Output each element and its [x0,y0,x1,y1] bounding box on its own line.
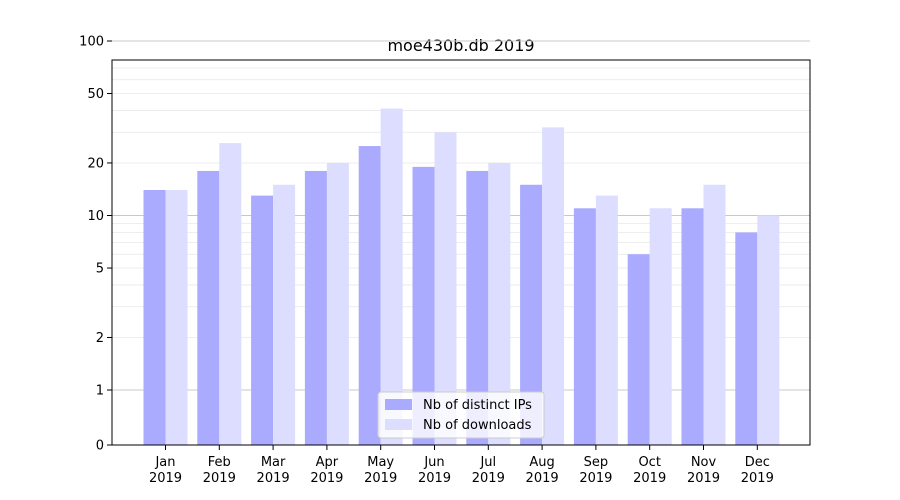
bar [219,143,242,445]
bar [358,146,381,446]
legend-label: Nb of downloads [423,418,532,433]
bar [520,184,543,445]
bar [627,254,650,445]
bar [681,208,704,445]
x-tick-label-month: Jul [479,455,496,470]
y-tick-label: 10 [87,209,104,224]
bar [326,162,349,445]
x-tick-label-year: 2019 [526,471,559,486]
x-tick-label-year: 2019 [203,471,236,486]
legend-swatch [385,419,412,430]
bar [542,127,565,446]
bar [273,184,296,445]
x-tick-label-month: Feb [208,455,231,470]
legend-swatch [385,399,412,410]
x-tick-label-month: May [367,455,394,470]
bar [466,170,489,445]
y-tick-label: 1 [96,384,104,399]
bar [735,232,758,445]
x-tick-label-month: Apr [316,455,339,470]
x-tick-label-year: 2019 [364,471,397,486]
x-tick-label-month: Jan [154,455,175,470]
y-tick-label: 0 [96,439,104,454]
x-tick-label-year: 2019 [310,471,343,486]
bar [380,108,403,445]
bar [251,195,274,445]
legend-box [377,391,545,439]
x-tick-label-month: Jun [423,455,444,470]
x-tick-label-year: 2019 [687,471,720,486]
x-tick-label-year: 2019 [579,471,612,486]
bar [595,195,618,445]
x-tick-label-month: Aug [529,455,554,470]
x-tick-label-year: 2019 [741,471,774,486]
x-axis: Jan2019Feb2019Mar2019Apr2019May2019Jun20… [149,445,774,486]
x-tick-label-year: 2019 [149,471,182,486]
bar [304,170,327,445]
y-tick-label: 5 [96,262,104,277]
bar [573,208,596,445]
x-tick-label-year: 2019 [633,471,666,486]
x-tick-label-year: 2019 [257,471,290,486]
bars [143,108,780,446]
legend-label: Nb of distinct IPs [423,398,532,413]
plot-frame [111,59,811,446]
x-tick-label-month: Dec [745,455,770,470]
bar [703,184,726,445]
y-tick-label: 20 [87,156,104,171]
bar [412,166,435,446]
bar [488,162,511,445]
y-tick-label: 50 [87,87,104,102]
x-tick-label-month: Sep [584,455,609,470]
x-tick-label-month: Mar [261,455,286,470]
bar [197,170,220,445]
x-tick-label-year: 2019 [472,471,505,486]
bar [649,208,672,445]
y-tick-label: 100 [79,35,104,50]
x-tick-label-month: Oct [638,455,660,470]
y-tick-label: 2 [96,331,104,346]
x-tick-label-year: 2019 [418,471,451,486]
bar [757,215,780,445]
bar [434,132,457,445]
bar [165,190,188,445]
chart-title: moe430b.db 2019 [387,36,534,55]
x-tick-label-month: Nov [691,455,717,470]
bar [143,190,166,445]
y-axis: 0 1 2 5 10 20 50 100 [79,35,112,454]
legend: Nb of distinct IPs Nb of downloads [377,391,545,439]
